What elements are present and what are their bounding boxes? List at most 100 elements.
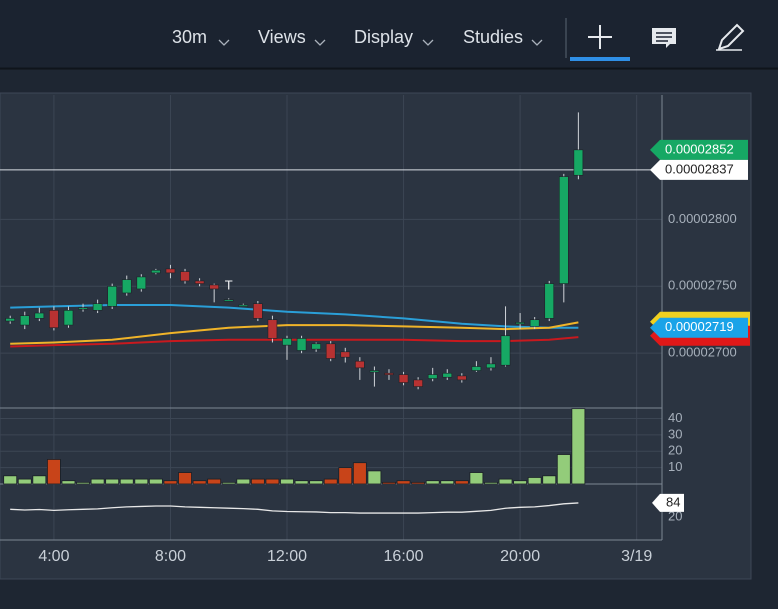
volume-bar (280, 478, 294, 485)
volume-bar (556, 454, 571, 485)
candle-body (34, 312, 45, 319)
candle-body (5, 318, 15, 322)
x-tick-label: 4:00 (38, 548, 69, 565)
display-menu[interactable]: Display (354, 27, 413, 47)
volume-bar (207, 478, 222, 485)
candle-body (296, 338, 307, 351)
views-menu[interactable]: Views (258, 27, 306, 47)
volume-bar (309, 480, 324, 485)
volume-bar (119, 478, 134, 485)
volume-bar (76, 481, 90, 485)
candle-body (49, 310, 59, 329)
volume-bar (294, 480, 309, 485)
candle-body (486, 363, 496, 369)
volume-bar (411, 481, 426, 485)
candle-body (63, 310, 74, 326)
candle-body (209, 284, 219, 290)
moving-average (10, 304, 579, 329)
volume-bar (542, 475, 557, 485)
candle-body (165, 268, 176, 274)
rsi-badge-label: 84 (666, 494, 680, 509)
x-tick-label: 20:00 (500, 548, 540, 565)
comment-tool[interactable] (652, 28, 676, 48)
volume-bar (236, 478, 251, 485)
candle-body (515, 322, 525, 325)
chevron (314, 39, 326, 46)
volume-bar (134, 478, 149, 485)
rsi-tick-label: 20 (668, 508, 682, 523)
volume-bar (571, 408, 586, 485)
studies-menu[interactable]: Studies (463, 27, 523, 47)
chart-panel (0, 92, 752, 580)
volume-bar (527, 477, 542, 485)
y-tick-label: 0.00002700 (668, 345, 737, 360)
candle-body (559, 176, 569, 284)
volume-bar (178, 472, 192, 485)
volume-tick-label: 30 (668, 426, 682, 441)
event-marker: T (225, 278, 233, 293)
candle-body (573, 149, 584, 176)
candle-body (427, 374, 438, 379)
draw-tool[interactable] (716, 23, 745, 51)
volume-tick-label: 20 (668, 443, 682, 458)
rsi-line (10, 502, 579, 514)
candle-body (529, 319, 540, 327)
volume-bar (105, 478, 120, 485)
candle-body (442, 372, 453, 378)
chevron (218, 39, 230, 46)
candle-body (136, 276, 147, 290)
rsi-badge (652, 493, 684, 512)
candle-body (471, 366, 482, 371)
x-tick-label: 3/19 (621, 548, 652, 565)
interval-menu[interactable]: 30m (172, 27, 207, 47)
y-tick-label: 0.00002750 (668, 278, 737, 293)
volume-bar (323, 478, 338, 485)
chevron (531, 39, 543, 46)
volume-bar (148, 478, 163, 485)
volume-bar (163, 480, 178, 485)
candle-body (78, 307, 88, 310)
price-badge (650, 139, 748, 160)
crosshair-tool[interactable] (570, 25, 630, 61)
volume-bar (32, 475, 47, 485)
volume-bar (338, 467, 353, 485)
plot: 4:00 8:00 12:00 16:00 20:00 3/19 0.00002700 0.0… (0, 95, 750, 565)
price-badge-label: 0.00002852 (665, 141, 734, 156)
candle-body (355, 360, 365, 369)
chevron (422, 39, 434, 46)
candle-body (311, 343, 321, 350)
candle-body (92, 303, 103, 311)
volume-bar (425, 480, 440, 485)
volume-bar (352, 462, 367, 485)
volume-bar (221, 481, 236, 485)
volume-bar (469, 472, 484, 485)
volume-bar (440, 480, 455, 485)
candle-body (107, 285, 117, 307)
candle-body (267, 319, 278, 339)
x-tick-label: 16:00 (384, 548, 424, 565)
volume-bar (498, 478, 513, 485)
candle-body (457, 375, 467, 381)
series-layer: T (0, 112, 662, 514)
volume-bar (396, 480, 411, 485)
x-tick-label: 8:00 (155, 548, 186, 565)
volume-bar (47, 459, 61, 485)
volume-bar (265, 478, 280, 485)
moving-average (10, 336, 579, 348)
candle-body (369, 370, 380, 373)
candle-body (500, 335, 511, 366)
volume-bar (17, 478, 32, 485)
volume-bar (250, 478, 265, 485)
volume-tick-label: 40 (668, 410, 682, 425)
candle-body (223, 299, 234, 302)
candle-body (253, 303, 263, 319)
candle-body (340, 351, 351, 358)
x-tick-label: 12:00 (267, 548, 307, 565)
candle-body (282, 338, 292, 346)
candle-body (121, 279, 132, 294)
candle-body (194, 280, 205, 284)
candle-body (413, 379, 423, 387)
candle-body (19, 315, 30, 326)
volume-tick-label: 10 (668, 459, 682, 474)
